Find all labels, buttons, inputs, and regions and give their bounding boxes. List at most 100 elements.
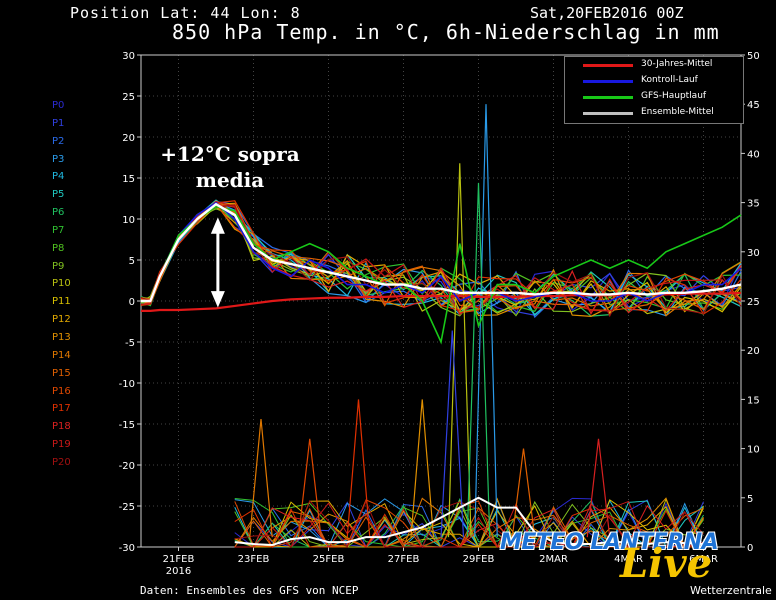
y-tick-label-left: 15 — [122, 174, 135, 185]
brand-script: Live — [620, 540, 713, 587]
member-label: P11 — [52, 296, 71, 308]
member-label: P19 — [52, 439, 71, 451]
member-precip-line — [234, 499, 704, 548]
y-tick-label-right: 25 — [747, 297, 760, 308]
x-tick-label: 25FEB — [313, 554, 345, 565]
member-temp-line — [140, 204, 742, 318]
data-source: Daten: Ensembles des GFS von NCEP — [140, 584, 359, 597]
legend-swatch — [583, 112, 633, 115]
precip-peak — [586, 438, 611, 538]
member-label: P2 — [52, 135, 65, 147]
x-tick-label: 4MAR — [614, 554, 643, 565]
gfs-main-line — [141, 205, 742, 345]
member-label: P13 — [52, 331, 71, 343]
x-tick-label: 29FEB — [463, 554, 495, 565]
member-label: P20 — [52, 456, 71, 468]
x-tick-label: 21FEB — [163, 554, 195, 565]
member-temp-line — [140, 203, 742, 314]
member-label: P14 — [52, 349, 71, 361]
member-label: P4 — [52, 171, 65, 183]
member-label: P10 — [52, 278, 71, 290]
y-tick-label-left: 0 — [129, 297, 135, 308]
member-label: P15 — [52, 367, 71, 379]
annotation-line-1: +12°C sopra — [160, 142, 300, 166]
y-tick-label-left: -10 — [119, 379, 135, 390]
precip-peak — [346, 399, 371, 538]
member-label: P8 — [52, 242, 65, 254]
x-tick-label: 6MAR — [689, 554, 718, 565]
brand-name: METEO LANTERNA — [500, 530, 719, 555]
position-label: Position Lat: 44 Lon: 8 — [70, 4, 301, 22]
y-tick-label-left: 25 — [122, 92, 135, 103]
y-tick-label-right: 5 — [747, 494, 753, 505]
x-tick-label: 23FEB — [238, 554, 270, 565]
y-tick-label-left: -30 — [119, 543, 135, 554]
precip-peak — [297, 438, 322, 538]
y-tick-label-right: 30 — [747, 248, 760, 259]
member-temp-line — [140, 202, 742, 317]
x-tick-label: 27FEB — [388, 554, 420, 565]
member-precip-line — [234, 506, 704, 548]
member-list: P0 P1 P2 P3 P4 P5 P6 P7 P8 P9 P10 P11 P12 P13 P14 P15 P1… — [52, 100, 71, 475]
y-tick-label-right: 10 — [747, 445, 760, 456]
member-label: P16 — [52, 385, 71, 397]
legend-entry: Ensemble-Mittel — [565, 106, 743, 121]
member-label: P0 — [52, 100, 65, 111]
y-tick-label-right: 0 — [747, 543, 753, 554]
legend-label: Kontroll-Lauf — [641, 75, 698, 85]
legend-label: Ensemble-Mittel — [641, 107, 714, 117]
member-label: P7 — [52, 224, 65, 236]
member-label: P18 — [52, 421, 71, 433]
x-tick-sublabel: 2016 — [166, 566, 191, 577]
y-tick-label-right: 50 — [747, 51, 760, 62]
y-tick-label-right: 40 — [747, 149, 760, 160]
annotation-line-2: media — [195, 168, 265, 192]
legend-entry: 30-Jahres-Mittel — [565, 58, 743, 73]
y-tick-label-left: -15 — [119, 420, 135, 431]
y-tick-label-left: 10 — [122, 215, 135, 226]
member-label: P3 — [52, 153, 65, 165]
y-tick-label-left: -20 — [119, 461, 135, 472]
legend-swatch — [583, 96, 633, 99]
brand-sub: Wetterzentrale — [690, 584, 772, 597]
anomaly-annotation: +12°C sopra media — [160, 141, 300, 193]
member-label: P9 — [52, 260, 65, 272]
member-temp-line — [140, 205, 742, 317]
annotation-arrow-head-down — [210, 291, 225, 308]
member-temp-line — [140, 200, 742, 312]
legend-label: GFS-Hauptlauf — [641, 91, 707, 101]
legend-entry: GFS-Hauptlauf — [565, 90, 743, 105]
y-tick-label-right: 45 — [747, 100, 760, 111]
member-temp-line — [140, 207, 742, 317]
annotation-arrow-head-up — [210, 217, 225, 234]
y-tick-label-right: 15 — [747, 395, 760, 406]
x-tick-label: 2MAR — [539, 554, 568, 565]
y-tick-label-left: 30 — [122, 51, 135, 62]
precip-peak — [249, 419, 273, 538]
member-label: P17 — [52, 403, 71, 415]
member-label: P5 — [52, 189, 65, 201]
legend-entry: Kontroll-Lauf — [565, 74, 743, 89]
legend-swatch — [583, 80, 633, 83]
member-precip-line — [234, 500, 704, 548]
y-tick-label-left: 5 — [129, 256, 135, 267]
member-label: P12 — [52, 314, 71, 326]
ensemble-mean-line — [141, 202, 742, 303]
y-tick-label-left: -5 — [125, 338, 135, 349]
member-precip-line — [234, 503, 704, 549]
legend: 30-Jahres-Mittel Kontroll-Lauf GFS-Hauptla… — [564, 56, 744, 124]
chart-title: 850 hPa Temp. in °C, 6h-Niederschlag in … — [172, 20, 720, 44]
y-tick-label-right: 35 — [747, 199, 760, 210]
member-label: P1 — [52, 117, 65, 129]
y-tick-label-left: 20 — [122, 133, 135, 144]
y-tick-label-right: 20 — [747, 346, 760, 357]
precip-peak — [440, 330, 465, 538]
legend-swatch — [583, 64, 633, 67]
run-date: Sat,20FEB2016 00Z — [530, 4, 684, 22]
precip-peak — [474, 104, 498, 538]
precip-peak — [410, 399, 435, 538]
member-label: P6 — [52, 207, 65, 219]
precip-mean-line — [234, 496, 704, 547]
member-precip-line — [234, 500, 704, 549]
precip-peak — [447, 163, 472, 538]
